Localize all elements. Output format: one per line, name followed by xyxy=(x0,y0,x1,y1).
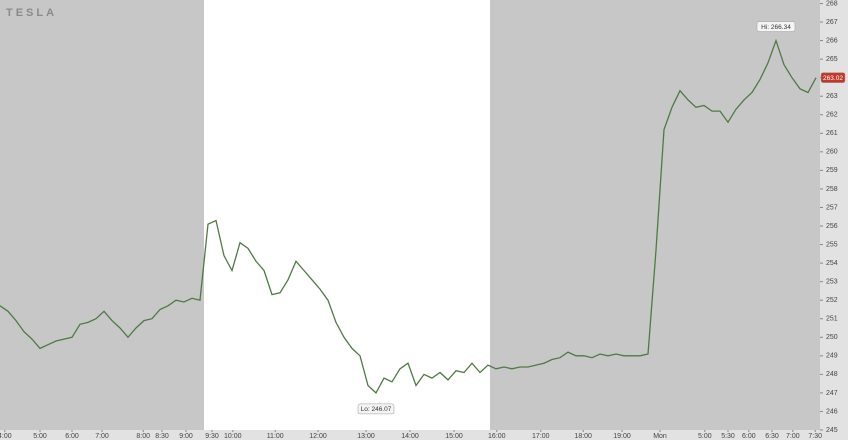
last-price-box xyxy=(820,72,846,83)
x-tick-label: 5:30 xyxy=(721,433,735,440)
y-tick-label: 246 xyxy=(826,408,838,415)
lo-label: Lo: 246.07 xyxy=(361,406,392,413)
y-tick-label: 253 xyxy=(826,278,838,285)
regular-session xyxy=(204,0,490,430)
x-tick-label: 7:00 xyxy=(786,433,800,440)
y-tick-label: 261 xyxy=(826,130,838,137)
y-tick-label: 265 xyxy=(826,56,838,63)
y-tick-label: 262 xyxy=(826,112,838,119)
y-tick-label: 267 xyxy=(826,19,838,26)
x-tick-label: 17:00 xyxy=(532,433,550,440)
hi-label: Hi: 266.34 xyxy=(761,24,791,31)
y-tick-label: 256 xyxy=(826,223,838,230)
x-tick-label: 19:00 xyxy=(613,433,631,440)
y-tick-label: 250 xyxy=(826,334,838,341)
x-tick-label: 6:00 xyxy=(65,433,79,440)
x-tick-label: 5:00 xyxy=(33,433,47,440)
y-tick-label: 259 xyxy=(826,167,838,174)
hi-label-box xyxy=(756,21,796,32)
y-tick-label: 252 xyxy=(826,297,838,304)
last-price: 263.02 xyxy=(823,75,843,82)
x-axis-strip xyxy=(0,430,820,440)
y-tick-label: 266 xyxy=(826,37,838,44)
x-tick-label: 11:00 xyxy=(267,433,284,440)
x-tick-label: 12:00 xyxy=(309,433,327,440)
x-tick-label: 9:30 xyxy=(205,433,219,440)
y-tick-label: 254 xyxy=(826,260,838,267)
y-tick-label: 260 xyxy=(826,149,838,156)
y-tick-label: 249 xyxy=(826,353,838,360)
x-tick-label: 4:00 xyxy=(0,433,12,440)
y-tick-label: 268 xyxy=(826,0,838,7)
x-tick-label: 18:00 xyxy=(574,433,592,440)
y-tick-label: 245 xyxy=(826,427,838,434)
x-tick-label: 15:00 xyxy=(445,433,463,440)
x-tick-label: 6:00 xyxy=(742,433,756,440)
x-tick-label: 14:00 xyxy=(401,433,419,440)
x-tick-label: 5:00 xyxy=(698,433,712,440)
x-tick-label: 6:30 xyxy=(765,433,779,440)
x-tick-label: 8:00 xyxy=(136,433,150,440)
y-tick-label: 258 xyxy=(826,186,838,193)
x-tick-label: 10:00 xyxy=(224,433,242,440)
x-tick-label: 9:00 xyxy=(179,433,193,440)
logo: TESLA xyxy=(6,7,57,19)
x-tick-label: 7:30 xyxy=(808,433,822,440)
x-tick-label: 13:00 xyxy=(357,433,375,440)
y-tick-label: 247 xyxy=(826,390,838,397)
y-tick-label: 255 xyxy=(826,241,838,248)
x-tick-label: 7:00 xyxy=(95,433,109,440)
y-tick-label: 251 xyxy=(826,316,838,323)
x-tick-label: 8:30 xyxy=(155,433,169,440)
x-tick-label: Mon xyxy=(653,433,667,440)
lo-label-box xyxy=(357,403,395,415)
x-tick-label: 16:00 xyxy=(488,433,506,440)
y-tick-label: 257 xyxy=(826,204,838,211)
y-tick-label: 263 xyxy=(826,93,838,100)
price-line xyxy=(0,38,817,394)
y-tick-label: 248 xyxy=(826,371,838,378)
